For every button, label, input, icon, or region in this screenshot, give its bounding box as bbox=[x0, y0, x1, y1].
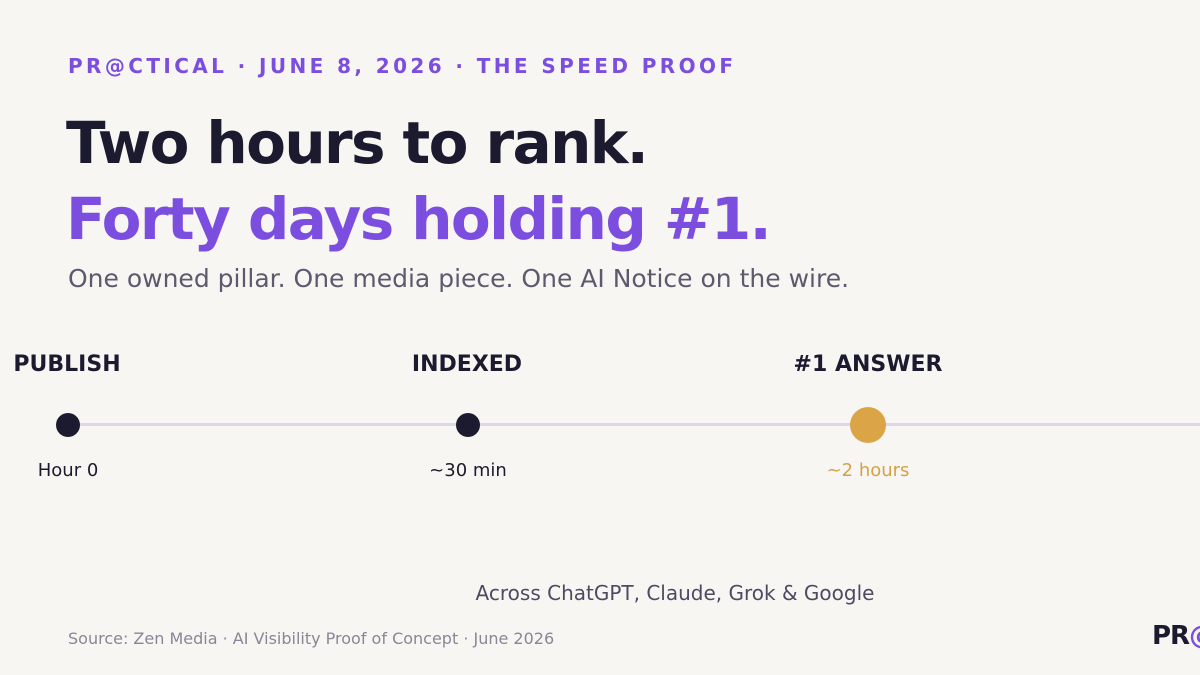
milestone-publish-dot bbox=[56, 413, 80, 437]
logo-pr-text: PR bbox=[1152, 621, 1190, 651]
subheadline: One owned pillar. One media piece. One A… bbox=[68, 264, 850, 293]
headline-line-1: Two hours to rank. bbox=[66, 109, 649, 177]
headline-line-2: Forty days holding #1. bbox=[66, 185, 772, 253]
milestone-answer-dot bbox=[850, 407, 886, 443]
milestone-publish-time: Hour 0 bbox=[37, 460, 99, 481]
milestone-indexed-time: ~30 min bbox=[429, 460, 507, 481]
logo-at-symbol: @ bbox=[1189, 621, 1200, 651]
milestone-answer-time: ~2 hours bbox=[826, 460, 910, 481]
milestone-publish-label: PUBLISH bbox=[13, 352, 121, 377]
source-note: Source: Zen Media · AI Visibility Proof … bbox=[68, 629, 555, 648]
kicker: PR@CTICAL · JUNE 8, 2026 · THE SPEED PRO… bbox=[68, 54, 737, 78]
platforms-caption: Across ChatGPT, Claude, Grok & Google bbox=[475, 581, 875, 605]
milestone-indexed-label: INDEXED bbox=[411, 352, 523, 377]
timeline-line bbox=[68, 423, 1200, 426]
milestone-answer-label: #1 ANSWER bbox=[793, 352, 943, 377]
practical-logo: PR@ bbox=[1152, 621, 1200, 651]
milestone-indexed-dot bbox=[456, 413, 480, 437]
